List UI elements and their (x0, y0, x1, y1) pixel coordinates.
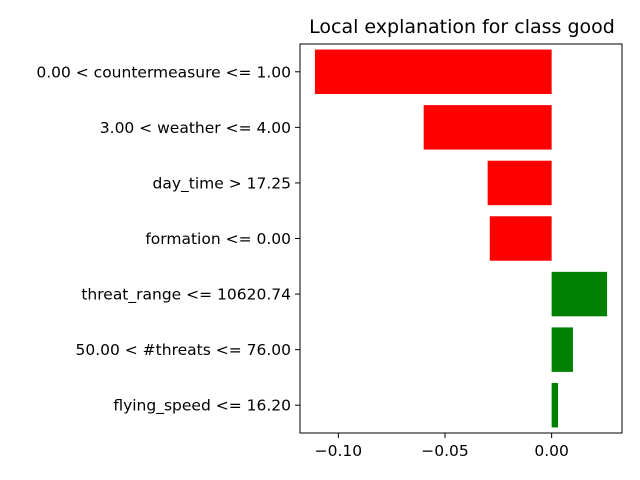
chart-title: Local explanation for class good (309, 16, 615, 38)
category-label-3: formation <= 0.00 (145, 230, 291, 248)
bar-0 (314, 49, 552, 95)
plot-frame (299, 43, 623, 434)
x-tick-label-0: −0.10 (315, 442, 363, 460)
x-axis: −0.10 −0.05 0.00 (315, 433, 569, 460)
bar-4 (551, 271, 608, 317)
category-label-6: flying_speed <= 16.20 (113, 397, 291, 416)
category-label-5: 50.00 < #threats <= 76.00 (75, 341, 291, 359)
category-labels: 0.00 < countermeasure <= 1.00 3.00 < weat… (36, 63, 300, 416)
x-tick-label-1: −0.05 (421, 442, 469, 460)
bar-5 (551, 327, 573, 372)
bar-3 (489, 216, 552, 261)
category-label-0: 0.00 < countermeasure <= 1.00 (36, 63, 291, 81)
category-label-2: day_time > 17.25 (153, 174, 292, 193)
bar-6 (551, 382, 559, 428)
bars-group (314, 49, 608, 428)
category-label-4: threat_range <= 10620.74 (81, 286, 291, 305)
category-label-1: 3.00 < weather <= 4.00 (100, 119, 291, 137)
bar-1 (423, 105, 552, 150)
x-tick-label-2: 0.00 (534, 442, 569, 460)
bar-2 (487, 160, 552, 206)
